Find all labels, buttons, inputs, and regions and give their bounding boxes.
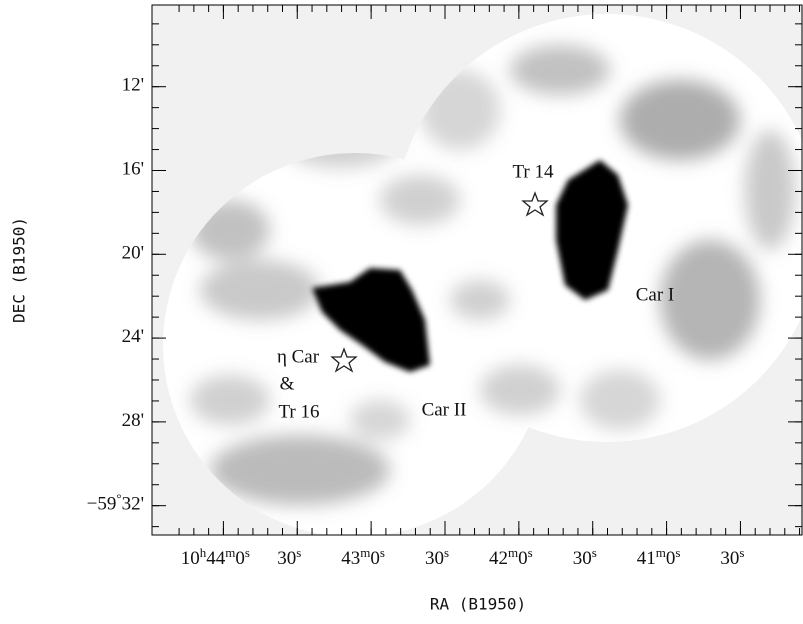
y-tick-label: −59°32' xyxy=(87,491,144,515)
x-axis-label: RA (B1950) xyxy=(430,595,526,614)
y-tick-label: 24' xyxy=(122,326,144,347)
sky-image xyxy=(152,5,803,535)
x-tick-label: 30s xyxy=(425,545,449,569)
x-tick-label: 42m0s xyxy=(489,545,533,569)
annotation: Tr 14 xyxy=(512,161,554,182)
x-tick-label: 30s xyxy=(277,545,301,569)
y-tick-label: 20' xyxy=(122,243,144,264)
annotation: η Car xyxy=(277,346,320,367)
annotation: & xyxy=(280,373,295,394)
y-tick-label: 28' xyxy=(122,410,144,431)
annotation: Car I xyxy=(636,284,675,305)
y-tick-label: 12' xyxy=(122,75,144,96)
x-tick-label: 43m0s xyxy=(341,545,385,569)
annotation: Tr 16 xyxy=(278,401,319,422)
star-markers xyxy=(330,191,549,373)
x-tick-label: 30s xyxy=(573,545,597,569)
plot-frame xyxy=(151,4,803,536)
annotation: Car II xyxy=(422,399,467,420)
x-tick-label: 30s xyxy=(720,545,744,569)
y-axis-label: DEC (B1950) xyxy=(10,217,29,323)
y-tick-label: 16' xyxy=(122,159,144,180)
x-tick-label: 41m0s xyxy=(637,545,681,569)
x-tick-label: 10h44m0s xyxy=(181,545,250,569)
